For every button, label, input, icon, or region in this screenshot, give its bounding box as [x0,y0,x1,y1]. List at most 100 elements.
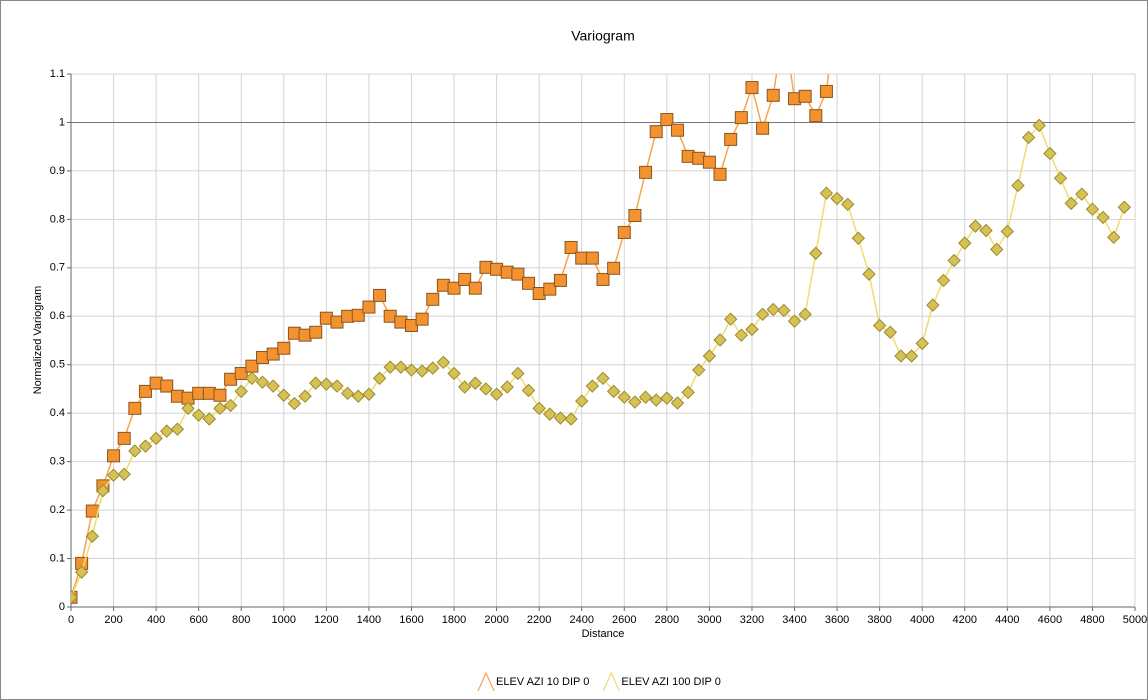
data-point [160,379,174,393]
data-point [989,242,1004,257]
data-point [96,484,110,498]
x-tick-label: 3800 [867,614,891,626]
y-tick-label: 1 [59,116,65,128]
data-point [74,565,89,579]
data-point [809,246,823,260]
data-point [1117,200,1132,214]
data-point [426,361,440,375]
data-point [660,391,674,405]
data-point [596,272,610,286]
data-point [373,288,387,302]
data-point [1064,196,1078,211]
data-point [458,272,472,286]
x-tick-label: 1000 [272,614,296,626]
data-point [766,302,780,317]
data-point [468,376,483,390]
data-point [213,388,227,402]
y-tick-label: 0 [59,601,65,613]
data-point [851,231,866,245]
data-point [670,396,685,410]
x-tick-label: 4200 [953,614,977,626]
data-point [617,390,631,404]
data-point [777,303,791,318]
data-point [660,113,674,127]
data-point [543,282,557,296]
data-point [819,186,834,200]
data-point [107,449,121,463]
data-point [1053,171,1068,185]
data-point [1032,118,1046,133]
data-point [404,363,419,377]
data-point [1107,230,1121,244]
data-point [383,360,397,374]
x-tick-label: 0 [68,614,74,626]
data-point [681,385,695,400]
x-tick-label: 200 [104,614,122,626]
y-tick-label: 0.1 [50,552,65,564]
data-point [309,325,323,339]
data-point [138,439,153,453]
data-point [266,379,280,393]
data-point [71,590,78,605]
data-point [117,467,131,481]
x-tick-label: 400 [147,614,165,626]
x-tick-label: 2800 [655,614,679,626]
data-point [936,273,951,288]
data-point [479,382,493,396]
y-tick-label: 0.6 [50,310,65,322]
data-point [724,132,738,146]
x-tick-label: 5000 [1123,614,1147,626]
data-point [755,307,770,322]
data-point [521,383,536,398]
data-point [511,267,525,281]
data-point [287,396,302,411]
x-tick-label: 4400 [995,614,1019,626]
data-point [979,223,993,238]
data-point [830,191,844,206]
x-tick-label: 3400 [782,614,806,626]
data-point [639,165,653,179]
data-point [277,388,291,402]
data-point [947,253,961,268]
x-tick-label: 3200 [740,614,764,626]
data-point [500,380,514,394]
data-point [926,298,940,312]
data-point [351,308,365,322]
data-point [958,236,972,250]
data-point [575,394,589,408]
data-point [915,336,929,351]
y-tick-label: 0.8 [50,213,65,225]
data-point [745,322,759,337]
data-point [330,379,344,393]
data-point [170,422,185,436]
data-point [415,312,429,326]
data-point [617,225,631,239]
legend-icon [477,671,495,692]
data-point [607,261,621,275]
data-point [234,384,248,399]
x-tick-label: 1800 [442,614,466,626]
data-point [745,81,759,95]
data-point [362,300,376,314]
data-point [734,328,749,342]
data-point [223,398,238,413]
data-point [340,386,355,401]
y-tick-label: 0.3 [50,456,65,468]
data-point [553,411,568,425]
data-point [426,292,440,306]
data-point [968,219,983,233]
data-point [128,401,142,415]
data-point [713,167,727,181]
data-point [202,412,217,426]
y-tick-label: 0.7 [50,262,65,274]
data-point [128,444,142,458]
data-point [702,349,717,363]
data-point [1011,178,1025,193]
plot-area [71,74,1132,605]
legend-label: ELEV AZI 10 DIP 0 [496,676,589,688]
data-point [213,401,227,416]
data-point [181,401,195,416]
data-point [766,88,780,102]
data-point [702,155,716,169]
